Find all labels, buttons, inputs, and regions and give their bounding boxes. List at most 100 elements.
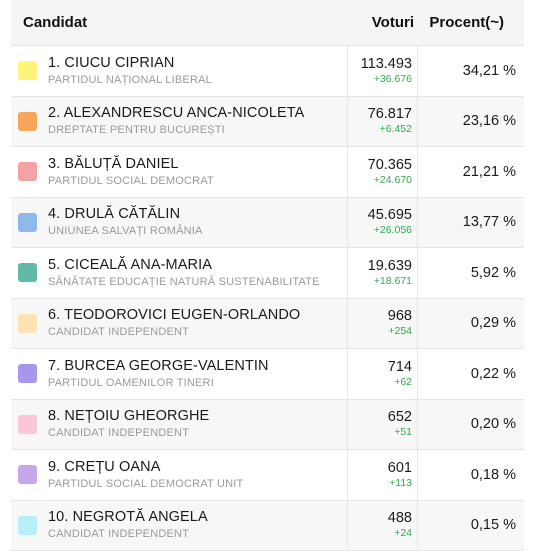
vote-delta: +254: [388, 325, 412, 338]
candidate-cell: 8. NEȚOIU GHEORGHE CANDIDAT INDEPENDENT: [11, 400, 348, 450]
percent-cell: 0,22 %: [418, 366, 524, 382]
candidate-name: 9. CREȚU OANA: [48, 459, 243, 476]
vote-delta: +24: [394, 527, 412, 540]
percent-cell: 0,18 %: [418, 467, 524, 483]
candidate-cell: 3. BĂLUȚĂ DANIEL PARTIDUL SOCIAL DEMOCRA…: [11, 147, 348, 197]
table-row[interactable]: 6. TEODOROVICI EUGEN-ORLANDO CANDIDAT IN…: [11, 299, 524, 350]
candidate-party: CANDIDAT INDEPENDENT: [48, 325, 300, 339]
percent-cell: 0,15 %: [418, 517, 524, 533]
candidate-info: 2. ALEXANDRESCU ANCA-NICOLETA DREPTATE P…: [48, 105, 304, 137]
candidate-cell: 6. TEODOROVICI EUGEN-ORLANDO CANDIDAT IN…: [11, 299, 348, 349]
candidate-cell: 10. NEGROTĂ ANGELA CANDIDAT INDEPENDENT: [11, 501, 348, 551]
table-row[interactable]: 4. DRULĂ CĂTĂLIN UNIUNEA SALVAȚI ROMÂNIA…: [11, 198, 524, 249]
votes-cell: 652 +51: [348, 400, 418, 450]
vote-delta: +24.670: [374, 174, 412, 187]
candidate-party: PARTIDUL SOCIAL DEMOCRAT UNIT: [48, 477, 243, 491]
votes-cell: 488 +24: [348, 501, 418, 551]
candidate-info: 1. CIUCU CIPRIAN PARTIDUL NAȚIONAL LIBER…: [48, 55, 212, 87]
candidate-name: 2. ALEXANDRESCU ANCA-NICOLETA: [48, 105, 304, 122]
party-color-swatch: [18, 213, 37, 232]
party-color-swatch: [18, 112, 37, 131]
candidate-info: 4. DRULĂ CĂTĂLIN UNIUNEA SALVAȚI ROMÂNIA: [48, 206, 203, 238]
vote-count: 714: [388, 359, 412, 376]
party-color-swatch: [18, 364, 37, 383]
candidate-cell: 7. BURCEA GEORGE-VALENTIN PARTIDUL OAMEN…: [11, 349, 348, 399]
vote-count: 19.639: [368, 258, 412, 275]
percent-cell: 21,21 %: [418, 164, 524, 180]
vote-delta: +26.056: [374, 224, 412, 237]
table-row[interactable]: 7. BURCEA GEORGE-VALENTIN PARTIDUL OAMEN…: [11, 349, 524, 400]
candidate-info: 10. NEGROTĂ ANGELA CANDIDAT INDEPENDENT: [48, 509, 208, 541]
party-color-swatch: [18, 415, 37, 434]
candidate-party: PARTIDUL SOCIAL DEMOCRAT: [48, 174, 214, 188]
candidate-cell: 2. ALEXANDRESCU ANCA-NICOLETA DREPTATE P…: [11, 97, 348, 147]
candidate-info: 5. CICEALĂ ANA-MARIA SĂNĂTATE EDUCAȚIE N…: [48, 257, 320, 289]
table-row[interactable]: 5. CICEALĂ ANA-MARIA SĂNĂTATE EDUCAȚIE N…: [11, 248, 524, 299]
party-color-swatch: [18, 162, 37, 181]
percent-cell: 5,92 %: [418, 265, 524, 281]
vote-count: 76.817: [368, 106, 412, 123]
candidate-party: CANDIDAT INDEPENDENT: [48, 426, 209, 440]
vote-count: 601: [388, 460, 412, 477]
party-color-swatch: [18, 61, 37, 80]
vote-count: 652: [388, 409, 412, 426]
table-row[interactable]: 8. NEȚOIU GHEORGHE CANDIDAT INDEPENDENT …: [11, 400, 524, 451]
vote-count: 70.365: [368, 157, 412, 174]
table-row[interactable]: 2. ALEXANDRESCU ANCA-NICOLETA DREPTATE P…: [11, 97, 524, 148]
vote-count: 488: [388, 510, 412, 527]
candidate-name: 7. BURCEA GEORGE-VALENTIN: [48, 358, 269, 375]
vote-delta: +51: [394, 426, 412, 439]
candidate-info: 9. CREȚU OANA PARTIDUL SOCIAL DEMOCRAT U…: [48, 459, 243, 491]
table-row[interactable]: 3. BĂLUȚĂ DANIEL PARTIDUL SOCIAL DEMOCRA…: [11, 147, 524, 198]
party-color-swatch: [18, 263, 37, 282]
percent-cell: 34,21 %: [418, 63, 524, 79]
candidate-party: DREPTATE PENTRU BUCUREȘTI: [48, 123, 304, 137]
vote-delta: +62: [394, 376, 412, 389]
votes-cell: 76.817 +6.452: [348, 97, 418, 147]
candidate-party: UNIUNEA SALVAȚI ROMÂNIA: [48, 224, 203, 238]
vote-delta: +36.676: [374, 73, 412, 86]
column-header-percent[interactable]: Procent(~): [418, 14, 524, 31]
votes-cell: 968 +254: [348, 299, 418, 349]
votes-cell: 19.639 +18.671: [348, 248, 418, 298]
candidate-name: 3. BĂLUȚĂ DANIEL: [48, 156, 214, 173]
candidate-cell: 4. DRULĂ CĂTĂLIN UNIUNEA SALVAȚI ROMÂNIA: [11, 198, 348, 248]
candidate-info: 6. TEODOROVICI EUGEN-ORLANDO CANDIDAT IN…: [48, 307, 300, 339]
party-color-swatch: [18, 516, 37, 535]
percent-cell: 0,29 %: [418, 315, 524, 331]
vote-count: 113.493: [361, 56, 412, 73]
results-table: Candidat Voturi Procent(~) 1. CIUCU CIPR…: [11, 0, 524, 551]
votes-cell: 714 +62: [348, 349, 418, 399]
party-color-swatch: [18, 314, 37, 333]
candidate-name: 4. DRULĂ CĂTĂLIN: [48, 206, 203, 223]
table-row[interactable]: 1. CIUCU CIPRIAN PARTIDUL NAȚIONAL LIBER…: [11, 46, 524, 97]
candidate-name: 10. NEGROTĂ ANGELA: [48, 509, 208, 526]
table-body: 1. CIUCU CIPRIAN PARTIDUL NAȚIONAL LIBER…: [11, 46, 524, 551]
candidate-name: 6. TEODOROVICI EUGEN-ORLANDO: [48, 307, 300, 324]
vote-count: 45.695: [368, 207, 412, 224]
column-header-votes[interactable]: Voturi: [348, 14, 418, 31]
votes-cell: 70.365 +24.670: [348, 147, 418, 197]
candidate-party: PARTIDUL OAMENILOR TINERI: [48, 376, 269, 390]
candidate-party: CANDIDAT INDEPENDENT: [48, 527, 208, 541]
candidate-info: 7. BURCEA GEORGE-VALENTIN PARTIDUL OAMEN…: [48, 358, 269, 390]
percent-cell: 23,16 %: [418, 113, 524, 129]
candidate-info: 8. NEȚOIU GHEORGHE CANDIDAT INDEPENDENT: [48, 408, 209, 440]
candidate-cell: 5. CICEALĂ ANA-MARIA SĂNĂTATE EDUCAȚIE N…: [11, 248, 348, 298]
vote-count: 968: [388, 308, 412, 325]
table-row[interactable]: 10. NEGROTĂ ANGELA CANDIDAT INDEPENDENT …: [11, 501, 524, 551]
vote-delta: +6.452: [380, 123, 412, 136]
percent-cell: 13,77 %: [418, 214, 524, 230]
votes-cell: 113.493 +36.676: [348, 46, 418, 96]
candidate-cell: 9. CREȚU OANA PARTIDUL SOCIAL DEMOCRAT U…: [11, 450, 348, 500]
column-header-candidate[interactable]: Candidat: [11, 14, 348, 31]
votes-cell: 601 +113: [348, 450, 418, 500]
vote-delta: +18.671: [374, 275, 412, 288]
candidate-party: SĂNĂTATE EDUCAȚIE NATURĂ SUSTENABILITATE: [48, 275, 320, 289]
candidate-name: 5. CICEALĂ ANA-MARIA: [48, 257, 320, 274]
votes-cell: 45.695 +26.056: [348, 198, 418, 248]
candidate-name: 1. CIUCU CIPRIAN: [48, 55, 212, 72]
table-row[interactable]: 9. CREȚU OANA PARTIDUL SOCIAL DEMOCRAT U…: [11, 450, 524, 501]
candidate-party: PARTIDUL NAȚIONAL LIBERAL: [48, 73, 212, 87]
percent-cell: 0,20 %: [418, 416, 524, 432]
